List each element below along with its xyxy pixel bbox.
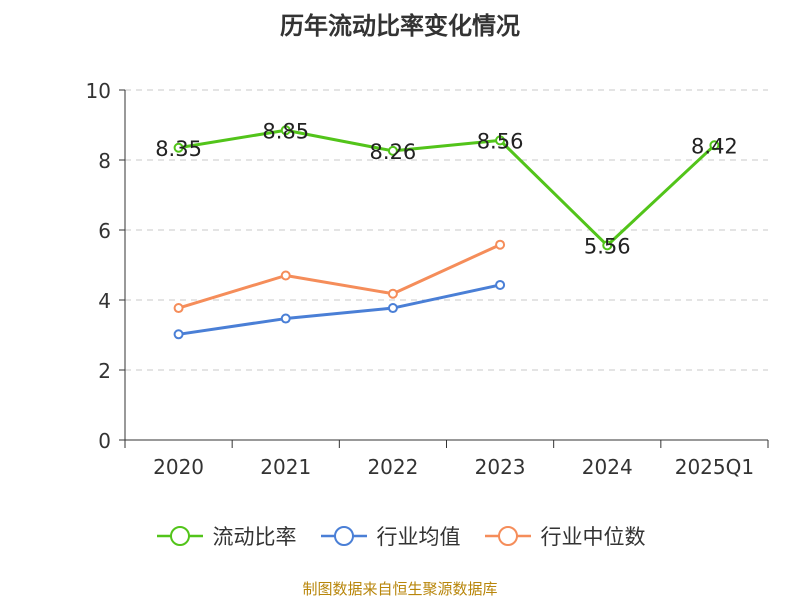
data-label: 8.26	[370, 140, 417, 164]
legend-swatch-marker	[333, 526, 354, 546]
chart-title: 历年流动比率变化情况	[280, 12, 520, 40]
data-label: 5.56	[584, 234, 631, 258]
legend: 流动比率 行业均值 行业中位数	[0, 520, 800, 552]
y-tick-label: 8	[98, 149, 111, 173]
data-point[interactable]	[280, 270, 291, 281]
x-tick-label: 2025Q1	[675, 455, 754, 479]
data-point[interactable]	[709, 140, 720, 151]
legend-item-1[interactable]: 行业均值	[319, 521, 461, 551]
data-label: 8.85	[262, 119, 309, 143]
x-tick-label: 2023	[475, 455, 526, 479]
data-label: 8.35	[155, 137, 202, 161]
y-tick-label: 4	[98, 289, 111, 313]
series-line-2	[178, 243, 501, 310]
data-point[interactable]	[387, 145, 398, 156]
series-line-1	[178, 283, 501, 336]
legend-item-2[interactable]: 行业中位数	[483, 521, 646, 551]
legend-swatch-icon	[484, 526, 531, 546]
legend-label: 行业中位数	[540, 525, 646, 549]
data-point[interactable]	[280, 125, 291, 136]
data-point[interactable]	[280, 313, 291, 324]
legend-label: 行业均值	[376, 525, 461, 549]
x-tick-label: 2021	[260, 455, 311, 479]
legend-swatch-marker	[169, 526, 190, 546]
legend-swatch-marker	[497, 526, 518, 546]
y-tick-label: 6	[98, 219, 111, 243]
data-point[interactable]	[387, 303, 398, 314]
data-label: 8.42	[691, 134, 738, 158]
y-tick-label: 0	[98, 429, 111, 453]
y-tick-label: 10	[86, 79, 111, 103]
data-labels: 8.35 8.85 8.26 8.56 5.56 8.42	[155, 119, 738, 258]
y-tick-label: 2	[98, 359, 111, 383]
legend-swatch-icon	[320, 526, 367, 546]
data-point[interactable]	[602, 240, 613, 251]
source-note: 制图数据来自恒生聚源数据库	[302, 580, 498, 598]
series-lines	[173, 125, 720, 340]
x-tick-label: 2024	[582, 455, 633, 479]
series-line-0	[178, 128, 716, 247]
axes: 0 2 4 6 8 10 2020 2021 2022 2023 2024 2025Q1	[86, 79, 769, 479]
legend-swatch-icon	[156, 526, 203, 546]
data-point[interactable]	[387, 288, 398, 299]
legend-item-0[interactable]: 流动比率	[155, 521, 297, 551]
data-point[interactable]	[173, 329, 184, 340]
grid-lines	[125, 89, 768, 371]
x-tick-label: 2022	[367, 455, 418, 479]
data-point[interactable]	[173, 142, 184, 153]
data-point[interactable]	[495, 239, 506, 250]
data-point[interactable]	[495, 279, 506, 290]
data-point[interactable]	[495, 135, 506, 146]
legend-label: 流动比率	[212, 525, 297, 549]
data-point[interactable]	[173, 303, 184, 314]
data-label: 8.56	[477, 129, 524, 153]
x-tick-label: 2020	[153, 455, 204, 479]
